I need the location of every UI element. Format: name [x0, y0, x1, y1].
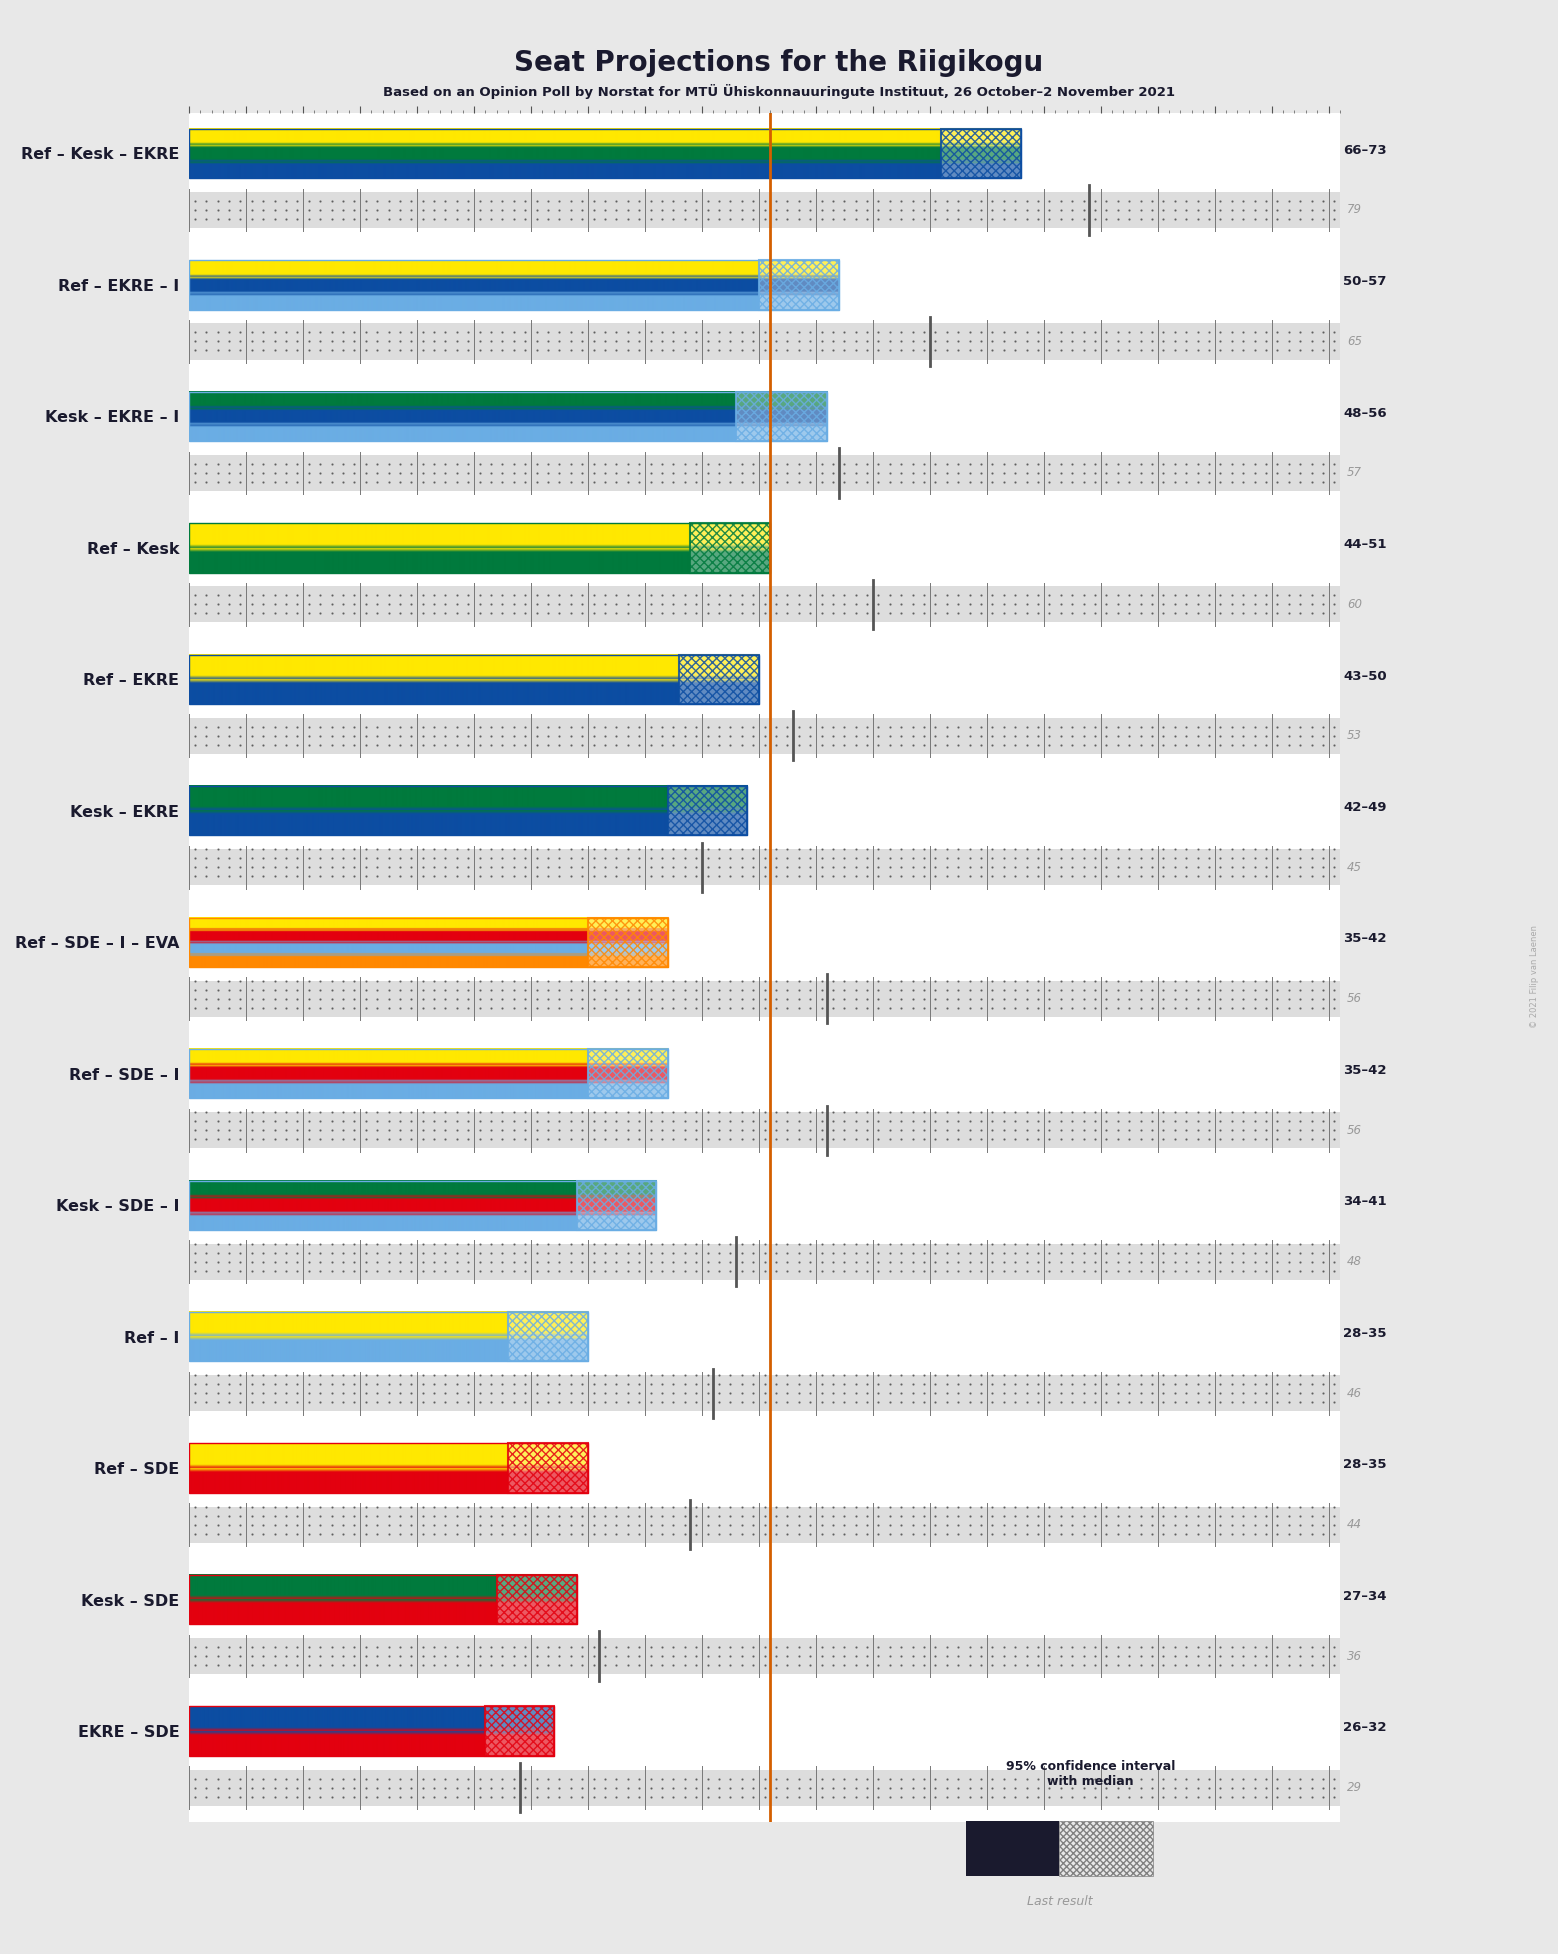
Text: 65: 65: [1346, 334, 1362, 348]
Bar: [690, 524, 770, 573]
Text: 56: 56: [1346, 993, 1362, 1004]
Bar: [587, 1049, 668, 1098]
Bar: [189, 1637, 1340, 1675]
Text: 28–35: 28–35: [1343, 1327, 1387, 1340]
Text: 79: 79: [1346, 203, 1362, 217]
Bar: [759, 260, 838, 309]
Bar: [679, 655, 759, 703]
Text: 50–57: 50–57: [1343, 276, 1387, 287]
Bar: [189, 786, 1340, 836]
Bar: [497, 1575, 576, 1624]
Bar: [189, 1706, 1340, 1757]
Bar: [486, 1706, 553, 1757]
Text: 27–34: 27–34: [1343, 1591, 1387, 1602]
Bar: [189, 850, 1340, 885]
Bar: [189, 1180, 1340, 1229]
Text: 95% confidence interval
with median: 95% confidence interval with median: [1006, 1761, 1175, 1788]
Bar: [189, 717, 1340, 754]
Bar: [679, 655, 759, 703]
Bar: [508, 1444, 587, 1493]
Text: 60: 60: [1346, 598, 1362, 612]
Text: 44: 44: [1346, 1518, 1362, 1532]
Bar: [508, 1311, 587, 1362]
Bar: [735, 391, 827, 442]
Text: Based on an Opinion Poll by Norstat for MTÜ Ühiskonnauuringute Instituut, 26 Oct: Based on an Opinion Poll by Norstat for …: [383, 84, 1175, 100]
Bar: [189, 1049, 668, 1098]
Bar: [189, 260, 1340, 309]
Text: 34–41: 34–41: [1343, 1196, 1387, 1208]
Text: © 2021 Filip van Laenen: © 2021 Filip van Laenen: [1530, 926, 1539, 1028]
Bar: [189, 655, 759, 703]
Text: 46: 46: [1346, 1387, 1362, 1399]
Bar: [189, 918, 668, 967]
Text: 35–42: 35–42: [1343, 1063, 1387, 1077]
Bar: [189, 455, 1340, 490]
Bar: [587, 918, 668, 967]
Bar: [587, 918, 668, 967]
Bar: [668, 786, 748, 836]
Bar: [189, 129, 1340, 178]
Bar: [189, 1706, 553, 1757]
Bar: [690, 524, 770, 573]
Bar: [189, 524, 770, 573]
Bar: [189, 655, 1340, 703]
Bar: [189, 260, 838, 309]
Text: 26–32: 26–32: [1343, 1721, 1387, 1735]
Bar: [587, 1049, 668, 1098]
Bar: [486, 1706, 553, 1757]
Bar: [941, 129, 1020, 178]
Text: 29: 29: [1346, 1782, 1362, 1794]
Bar: [189, 391, 1340, 442]
Bar: [189, 1444, 1340, 1493]
Bar: [576, 1180, 656, 1229]
Bar: [508, 1311, 587, 1362]
Text: 57: 57: [1346, 467, 1362, 479]
Bar: [941, 129, 1020, 178]
Bar: [576, 1180, 656, 1229]
Bar: [189, 1311, 587, 1362]
Text: 28–35: 28–35: [1343, 1458, 1387, 1471]
Bar: [189, 1770, 1340, 1805]
Bar: [735, 391, 827, 442]
Text: Seat Projections for the Riigikogu: Seat Projections for the Riigikogu: [514, 49, 1044, 76]
Bar: [189, 1575, 576, 1624]
Bar: [189, 586, 1340, 623]
Bar: [189, 191, 1340, 229]
Bar: [189, 1180, 656, 1229]
Text: 35–42: 35–42: [1343, 932, 1387, 946]
Bar: [497, 1575, 576, 1624]
Text: 36: 36: [1346, 1649, 1362, 1663]
Bar: [189, 322, 1340, 360]
Bar: [189, 1049, 1340, 1098]
Bar: [189, 1507, 1340, 1544]
Text: Last result: Last result: [1027, 1895, 1092, 1909]
Text: 48: 48: [1346, 1254, 1362, 1268]
Text: 66–73: 66–73: [1343, 145, 1387, 156]
Bar: [189, 1376, 1340, 1411]
Text: 48–56: 48–56: [1343, 406, 1387, 420]
Bar: [189, 1311, 1340, 1362]
Bar: [508, 1444, 587, 1493]
Bar: [189, 981, 1340, 1016]
Bar: [189, 524, 1340, 573]
Text: 44–51: 44–51: [1343, 537, 1387, 551]
Bar: [189, 1112, 1340, 1149]
Bar: [189, 918, 1340, 967]
Bar: [189, 1444, 587, 1493]
Bar: [189, 1243, 1340, 1280]
Bar: [189, 1575, 1340, 1624]
Text: 45: 45: [1346, 862, 1362, 873]
Text: 43–50: 43–50: [1343, 670, 1387, 682]
Bar: [189, 391, 827, 442]
Text: 42–49: 42–49: [1343, 801, 1387, 815]
Bar: [668, 786, 748, 836]
Text: 56: 56: [1346, 1124, 1362, 1137]
Bar: [189, 129, 1020, 178]
Bar: [189, 786, 748, 836]
Text: 53: 53: [1346, 729, 1362, 743]
Bar: [759, 260, 838, 309]
